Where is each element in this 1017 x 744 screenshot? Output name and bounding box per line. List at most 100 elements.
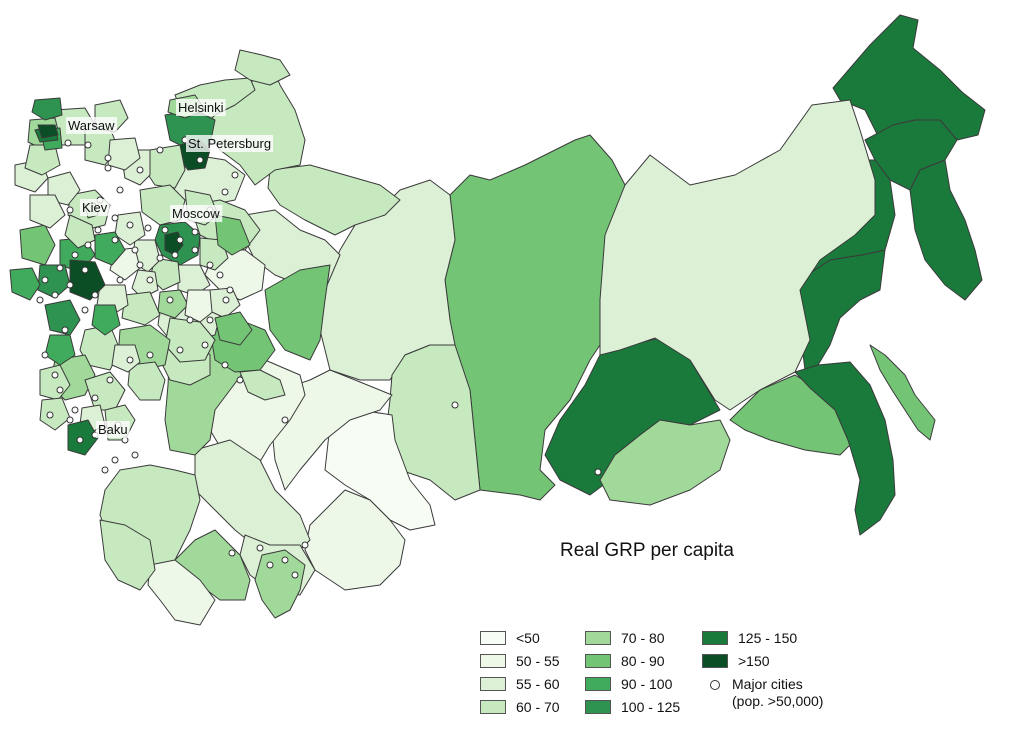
region-odesa xyxy=(19,224,56,266)
city-label-background xyxy=(170,205,223,222)
city-marker xyxy=(81,266,89,274)
city-marker xyxy=(136,166,144,174)
legend-swatch xyxy=(480,677,506,691)
city-marker xyxy=(111,456,119,464)
legend-item: >150 xyxy=(702,651,770,671)
legend-swatch xyxy=(480,654,506,668)
region-central-asia-kyrg xyxy=(254,549,306,619)
city-label-background xyxy=(80,199,110,216)
city-marker xyxy=(71,251,79,259)
city-labels: Helsinki Warsaw St. Petersburg Kiev Moscow Ba… xyxy=(66,99,274,438)
legend-label: 125 - 150 xyxy=(738,630,798,646)
city-marker xyxy=(176,346,184,354)
city-marker xyxy=(84,241,92,249)
city-marker xyxy=(186,316,194,324)
region-far-east-zabaikal xyxy=(599,419,731,506)
region-voronezh xyxy=(121,291,161,326)
city-marker xyxy=(76,436,84,444)
city-marker xyxy=(266,561,274,569)
city-marker xyxy=(66,281,74,289)
city-marker xyxy=(281,416,289,424)
legend-item: 60 - 70 xyxy=(480,697,560,717)
region-georgia xyxy=(44,299,81,336)
city-marker xyxy=(191,228,199,236)
city-marker xyxy=(594,468,602,476)
city-marker xyxy=(206,261,214,269)
city-marker xyxy=(236,376,244,384)
city-marker xyxy=(41,276,49,284)
city-marker xyxy=(104,164,112,172)
city-marker xyxy=(228,549,236,557)
legend-label: >150 xyxy=(738,653,770,669)
region-central-asia-uzb xyxy=(147,559,216,626)
legend-swatch xyxy=(480,700,506,714)
legend-label: 55 - 60 xyxy=(516,676,560,692)
city-marker xyxy=(171,251,179,259)
legend-label: 50 - 55 xyxy=(516,653,560,669)
city-marker xyxy=(216,271,224,279)
region-far-east-khabarovsk xyxy=(799,249,886,371)
city-label-background xyxy=(66,117,118,134)
legend-label: 60 - 70 xyxy=(516,699,560,715)
city-marker xyxy=(126,221,134,229)
city-marker xyxy=(101,466,109,474)
map-title: Real GRP per capita xyxy=(560,540,734,561)
city-label: Baku xyxy=(98,422,128,437)
legend-item: 90 - 100 xyxy=(585,674,672,694)
city-marker xyxy=(91,291,99,299)
region-altai xyxy=(304,489,406,591)
city-marker xyxy=(64,139,72,147)
region-belgorod xyxy=(91,304,121,336)
legend-label: 70 - 80 xyxy=(621,630,665,646)
city-marker xyxy=(66,206,74,214)
city-marker xyxy=(131,246,139,254)
city-markers xyxy=(36,136,602,579)
region-perm xyxy=(264,264,331,361)
legend-item: 125 - 150 xyxy=(702,628,797,648)
city-marker xyxy=(231,171,239,179)
region-baltic-lithuania xyxy=(31,97,63,121)
city-marker xyxy=(301,541,309,549)
legend-swatch xyxy=(585,654,611,668)
regions xyxy=(9,14,986,626)
city-marker xyxy=(166,296,174,304)
region-vinnytsia xyxy=(29,194,66,229)
city-marker xyxy=(91,394,99,402)
region-tambov xyxy=(184,289,216,323)
city-marker xyxy=(256,544,264,552)
city-marker xyxy=(206,316,214,324)
city-marker xyxy=(111,214,119,222)
city-marker xyxy=(144,224,152,232)
city-label: Kiev xyxy=(82,200,108,215)
legend-item: 80 - 90 xyxy=(585,651,665,671)
city-marker xyxy=(176,236,184,244)
city-label: Moscow xyxy=(172,206,220,221)
legend-label: 90 - 100 xyxy=(621,676,673,692)
region-nizhny xyxy=(214,214,251,256)
region-samara xyxy=(214,311,253,346)
city-marker xyxy=(196,156,204,164)
region-far-east-primorye xyxy=(794,361,896,536)
city-label: Helsinki xyxy=(178,100,224,115)
city-marker xyxy=(191,246,199,254)
region-novgorod xyxy=(144,144,186,189)
region-astrakhan xyxy=(127,361,166,401)
city-label-background xyxy=(176,99,226,116)
region-kalmykia xyxy=(111,344,141,373)
city-marker xyxy=(71,406,79,414)
city-label: Warsaw xyxy=(68,118,115,133)
city-marker xyxy=(156,254,164,262)
region-belarus-brest xyxy=(24,144,61,176)
region-chelyabinsk xyxy=(239,369,286,401)
city-marker xyxy=(51,291,59,299)
city-marker xyxy=(156,146,164,154)
region-far-east-chukotka xyxy=(832,14,986,141)
region-lipetsk xyxy=(157,289,189,319)
city-marker xyxy=(61,326,69,334)
city-marker xyxy=(221,188,229,196)
legend-swatch xyxy=(702,631,728,645)
city-marker xyxy=(291,571,299,579)
region-far-east-sakhalin xyxy=(869,344,936,441)
city-label-background xyxy=(186,135,274,152)
